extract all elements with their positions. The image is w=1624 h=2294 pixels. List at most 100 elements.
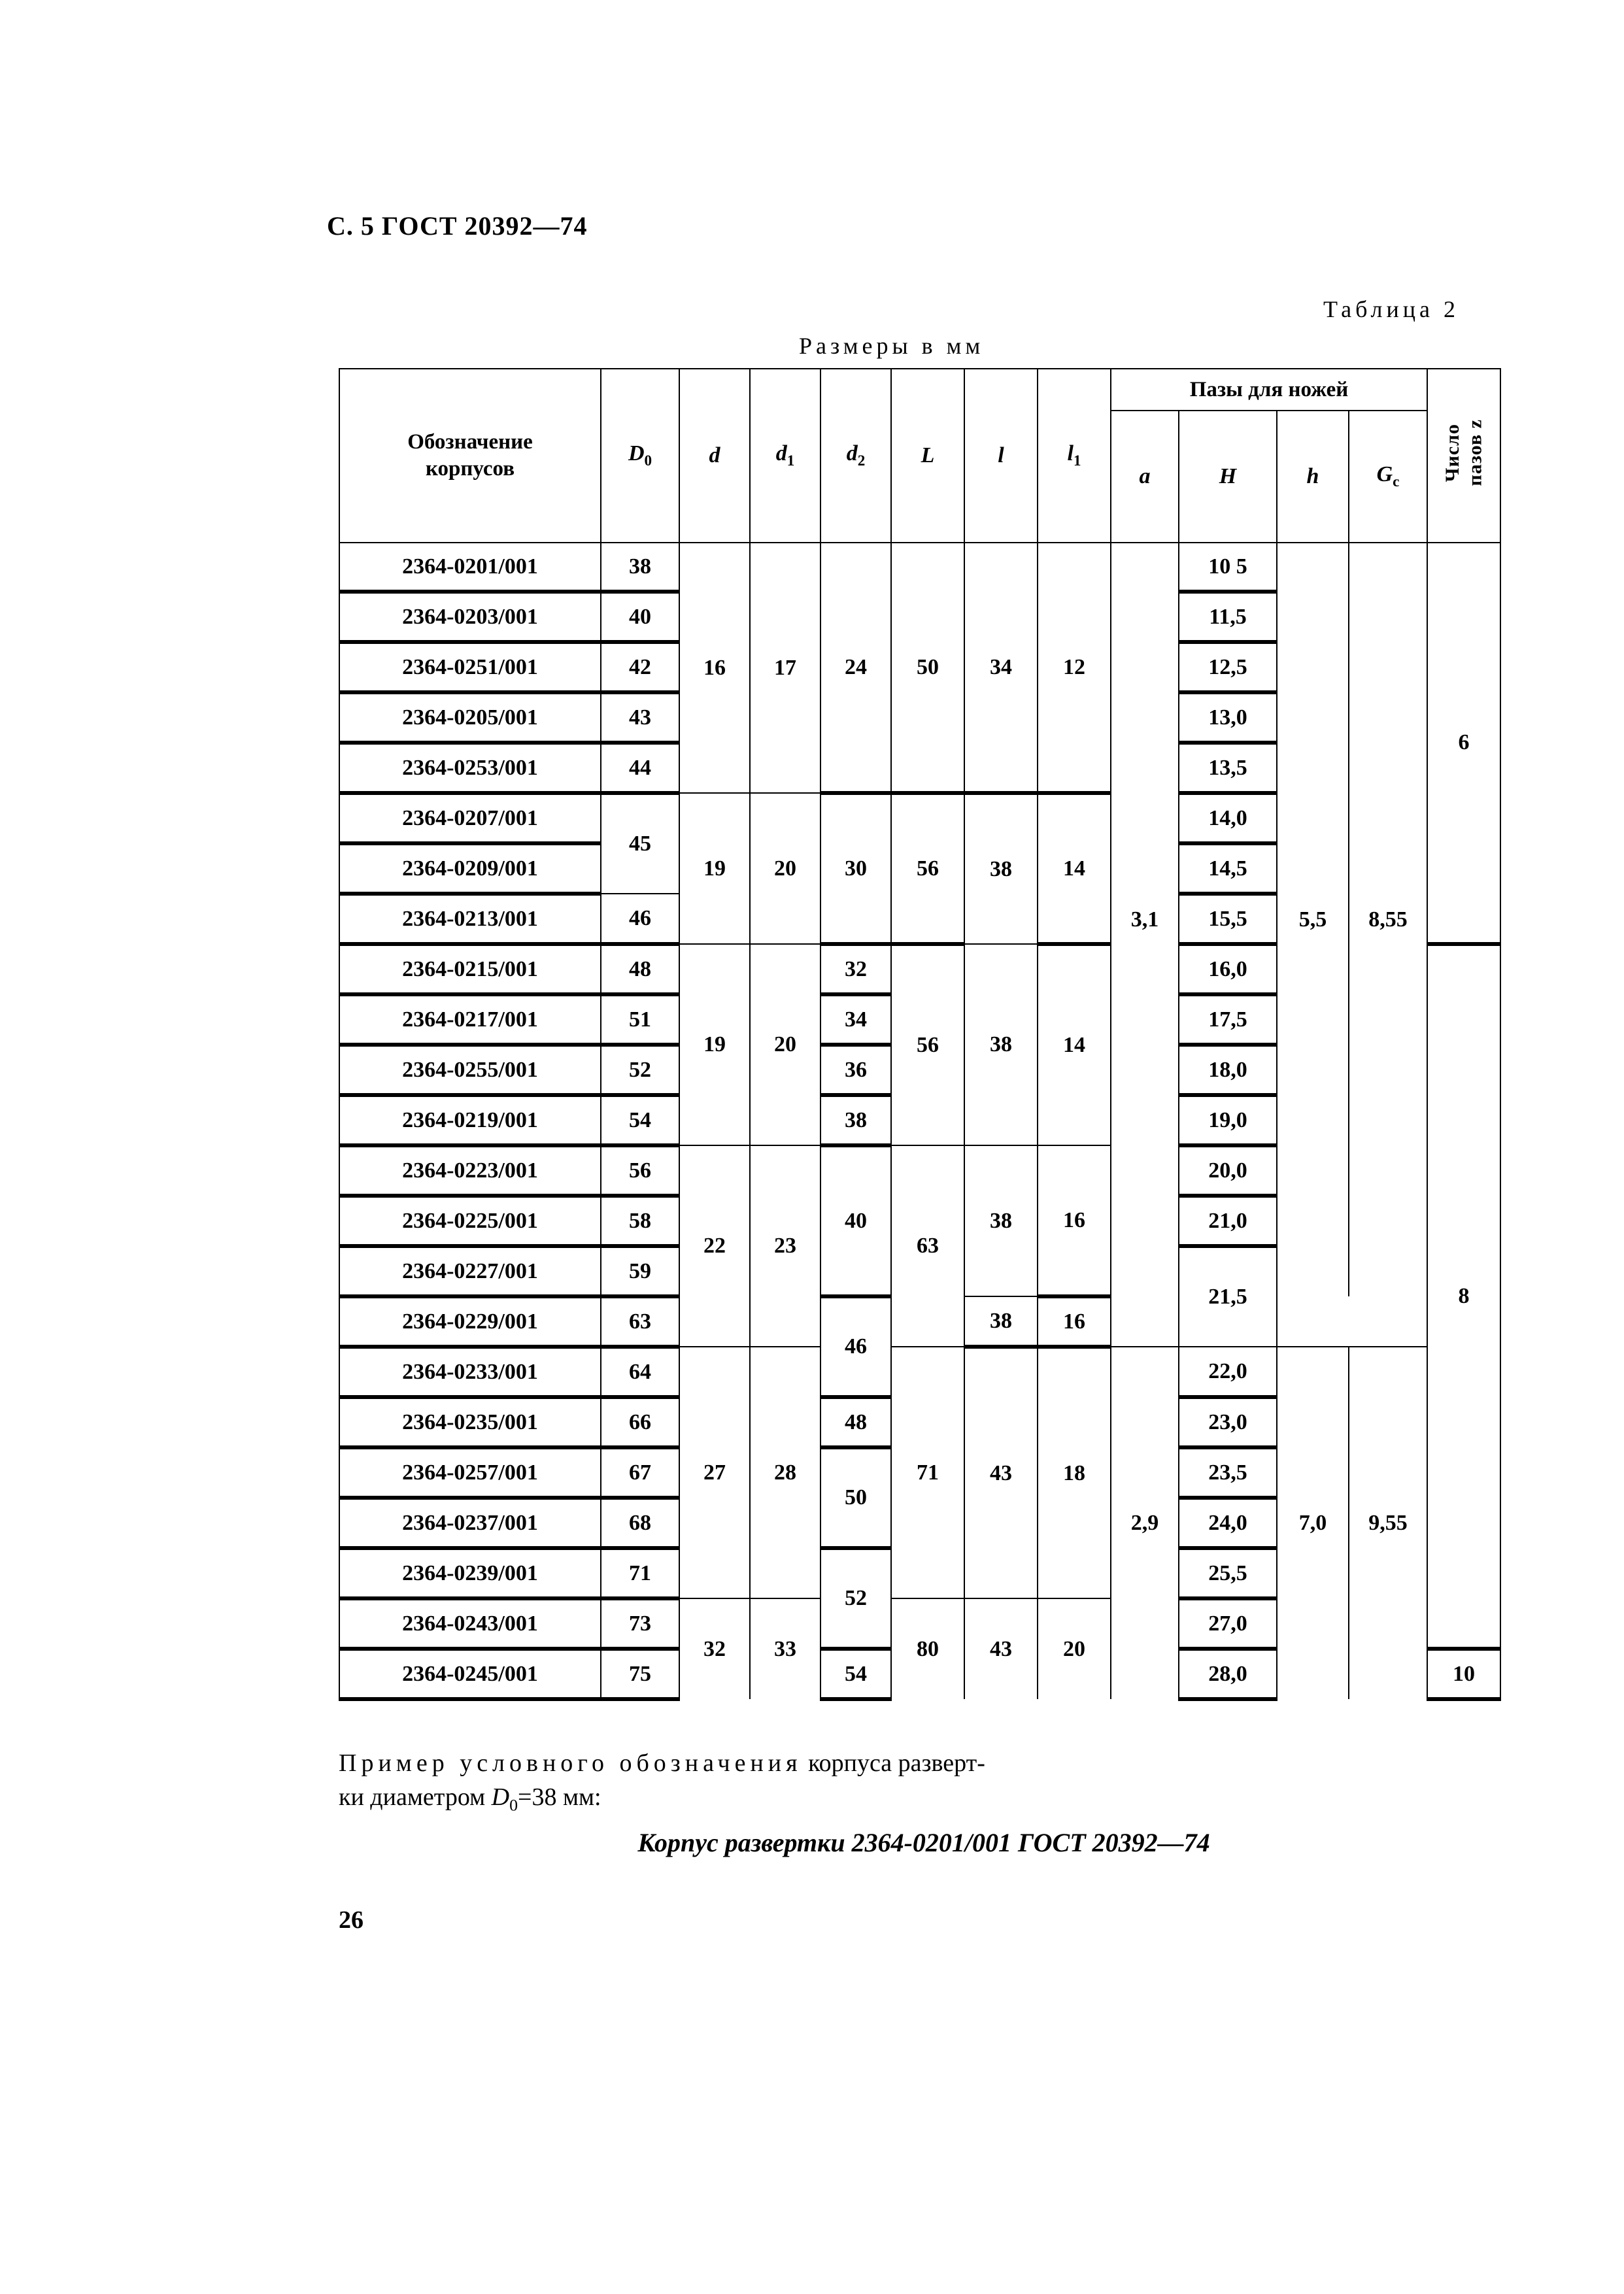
table-units-label: Размеры в мм xyxy=(799,333,985,359)
table-row: 2364-0215/001 48 19 20 32 56 38 14 16,0 … xyxy=(339,943,1502,1651)
cell-l: 43 xyxy=(964,1346,1038,1598)
cell-d1: 20 xyxy=(749,943,821,1145)
cell-H: 14,5 xyxy=(1178,843,1277,896)
note-line3-designation: Корпус развертки 2364-0201/001 ГОСТ 2039… xyxy=(637,1827,1210,1857)
cell-d0: 38 xyxy=(600,542,680,594)
header-d1: d1 xyxy=(749,368,821,543)
cell-d0: 66 xyxy=(600,1396,680,1449)
cell-d0: 71 xyxy=(600,1547,680,1600)
cell-l1: 18 xyxy=(1037,1346,1111,1598)
cell-d2: 40 xyxy=(820,1145,892,1298)
cell-d0: 52 xyxy=(600,1044,680,1097)
page-number: 26 xyxy=(339,1906,364,1934)
cell-designation: 2364-0227/001 xyxy=(339,1245,601,1298)
cell-H: 23,5 xyxy=(1178,1447,1277,1500)
page-header: С. 5 ГОСТ 20392—74 xyxy=(327,211,588,241)
table-number-label: Таблица 2 xyxy=(1323,296,1459,322)
header-row-sub: a H h Gc xyxy=(339,410,1500,543)
cell-l1: 14 xyxy=(1037,943,1111,1145)
table-row: 2364-0251/001 42 12,5 xyxy=(339,641,1500,694)
cell-d0: 40 xyxy=(600,591,680,644)
cell-d1: 28 xyxy=(749,1346,821,1598)
cell-d0: 54 xyxy=(600,1094,680,1147)
cell-d0: 67 xyxy=(600,1447,680,1500)
table-row: 2364-0239/001 71 52 25,5 xyxy=(339,1547,1500,1651)
cell-designation: 2364-0213/001 xyxy=(339,893,601,946)
header-Gc: Gc xyxy=(1347,410,1429,543)
cell-d0: 59 xyxy=(600,1245,680,1298)
table-row: 2364-0257/001 67 50 23,5 xyxy=(339,1447,1500,1550)
cell-designation: 2364-0255/001 xyxy=(339,1044,601,1097)
cell-designation: 2364-0235/001 xyxy=(339,1396,601,1449)
cell-L: 63 xyxy=(890,1145,965,1347)
cell-l1: 12 xyxy=(1037,542,1111,795)
header-designation-line2: корпусов xyxy=(425,457,515,481)
note-line1-rest: корпуса разверт- xyxy=(802,1749,985,1777)
cell-d: 19 xyxy=(679,943,751,1145)
cell-H: 16,0 xyxy=(1178,943,1277,996)
header-row-top: Обозначение корпусов D0 d d1 d2 L l l1 П… xyxy=(339,368,1502,543)
cell-d1: 33 xyxy=(749,1598,821,1699)
cell-d2: 52 xyxy=(820,1547,892,1651)
cell-H: 22,0 xyxy=(1178,1346,1277,1399)
cell-H: 11,5 xyxy=(1178,591,1277,644)
cell-H: 12,5 xyxy=(1178,641,1277,694)
cell-Gc: 9,55 xyxy=(1347,1346,1429,1699)
cell-d0: 48 xyxy=(600,943,680,996)
cell-H: 13,5 xyxy=(1178,742,1277,795)
cell-d0: 51 xyxy=(600,994,680,1047)
cell-L: 80 xyxy=(890,1598,965,1699)
cell-H: 24,0 xyxy=(1178,1497,1277,1550)
header-designation-line1: Обозначение xyxy=(407,430,533,454)
cell-d2: 48 xyxy=(820,1396,892,1449)
cell-d0: 43 xyxy=(600,692,680,745)
cell-L: 50 xyxy=(890,542,965,795)
header-H: H xyxy=(1178,410,1277,543)
table-row: 2364-0225/001 58 21,0 xyxy=(339,1195,1500,1248)
cell-designation: 2364-0207/001 xyxy=(339,792,601,845)
cell-H: 27,0 xyxy=(1178,1598,1277,1651)
header-d: d xyxy=(679,368,751,543)
cell-l: 38 xyxy=(964,1145,1038,1296)
table-row: 2364-0233/001 64 27 28 71 43 18 2,9 22,0… xyxy=(339,1346,1500,1699)
table-row: 2364-0209/001 14,5 xyxy=(339,843,1500,896)
cell-z: 10 xyxy=(1427,1648,1502,1701)
cell-d0: 56 xyxy=(600,1145,680,1198)
cell-H: 20,0 xyxy=(1178,1145,1277,1198)
cell-H: 18,0 xyxy=(1178,1044,1277,1097)
cell-designation: 2364-0217/001 xyxy=(339,994,601,1047)
note-line1-spaced: Пример условного обозначения xyxy=(339,1749,802,1777)
cell-H: 28,0 xyxy=(1178,1648,1277,1701)
cell-H: 23,0 xyxy=(1178,1396,1277,1449)
note-line2-symbol: D0 xyxy=(491,1783,518,1815)
cell-d2: 32 xyxy=(820,943,892,996)
header-h: h xyxy=(1276,410,1349,543)
cell-l: 43 xyxy=(964,1598,1038,1699)
header-z: Число пазов z xyxy=(1427,368,1502,543)
table-row: 2364-0229/001 63 46 38 16 xyxy=(339,1296,1500,1399)
specification-table-wrapper: Обозначение корпусов D0 d d1 d2 L l l1 П… xyxy=(339,368,1502,1701)
header-group-slots: Пазы для ножей xyxy=(1109,368,1429,411)
cell-H: 25,5 xyxy=(1178,1547,1277,1600)
cell-H: 21,5 xyxy=(1178,1245,1277,1347)
cell-d2: 46 xyxy=(820,1296,892,1399)
cell-l: 38 xyxy=(964,1296,1038,1349)
table-row: 2364-0201/001 38 16 17 24 50 34 12 3,1 1… xyxy=(339,542,1502,1296)
cell-d: 32 xyxy=(679,1598,751,1699)
cell-H: 19,0 xyxy=(1178,1094,1277,1147)
cell-d0: 44 xyxy=(600,742,680,795)
cell-H: 10 5 xyxy=(1178,542,1277,594)
cell-designation: 2364-0215/001 xyxy=(339,943,601,996)
table-row: 2364-0255/001 52 36 18,0 xyxy=(339,1044,1500,1097)
cell-d2: 54 xyxy=(820,1648,892,1701)
cell-l1: 16 xyxy=(1037,1296,1111,1349)
note-line2-suffix: =38 мм: xyxy=(518,1783,601,1812)
cell-H: 21,0 xyxy=(1178,1195,1277,1248)
cell-designation: 2364-0253/001 xyxy=(339,742,601,795)
cell-designation: 2364-0243/001 xyxy=(339,1598,601,1651)
cell-a: 2,9 xyxy=(1110,1346,1179,1699)
table-row: 2364-0205/001 43 13,0 xyxy=(339,692,1500,745)
cell-d1: 23 xyxy=(749,1145,821,1347)
table-row: 2364-0207/001 45 19 20 30 56 38 14 14,0 xyxy=(339,792,1500,946)
